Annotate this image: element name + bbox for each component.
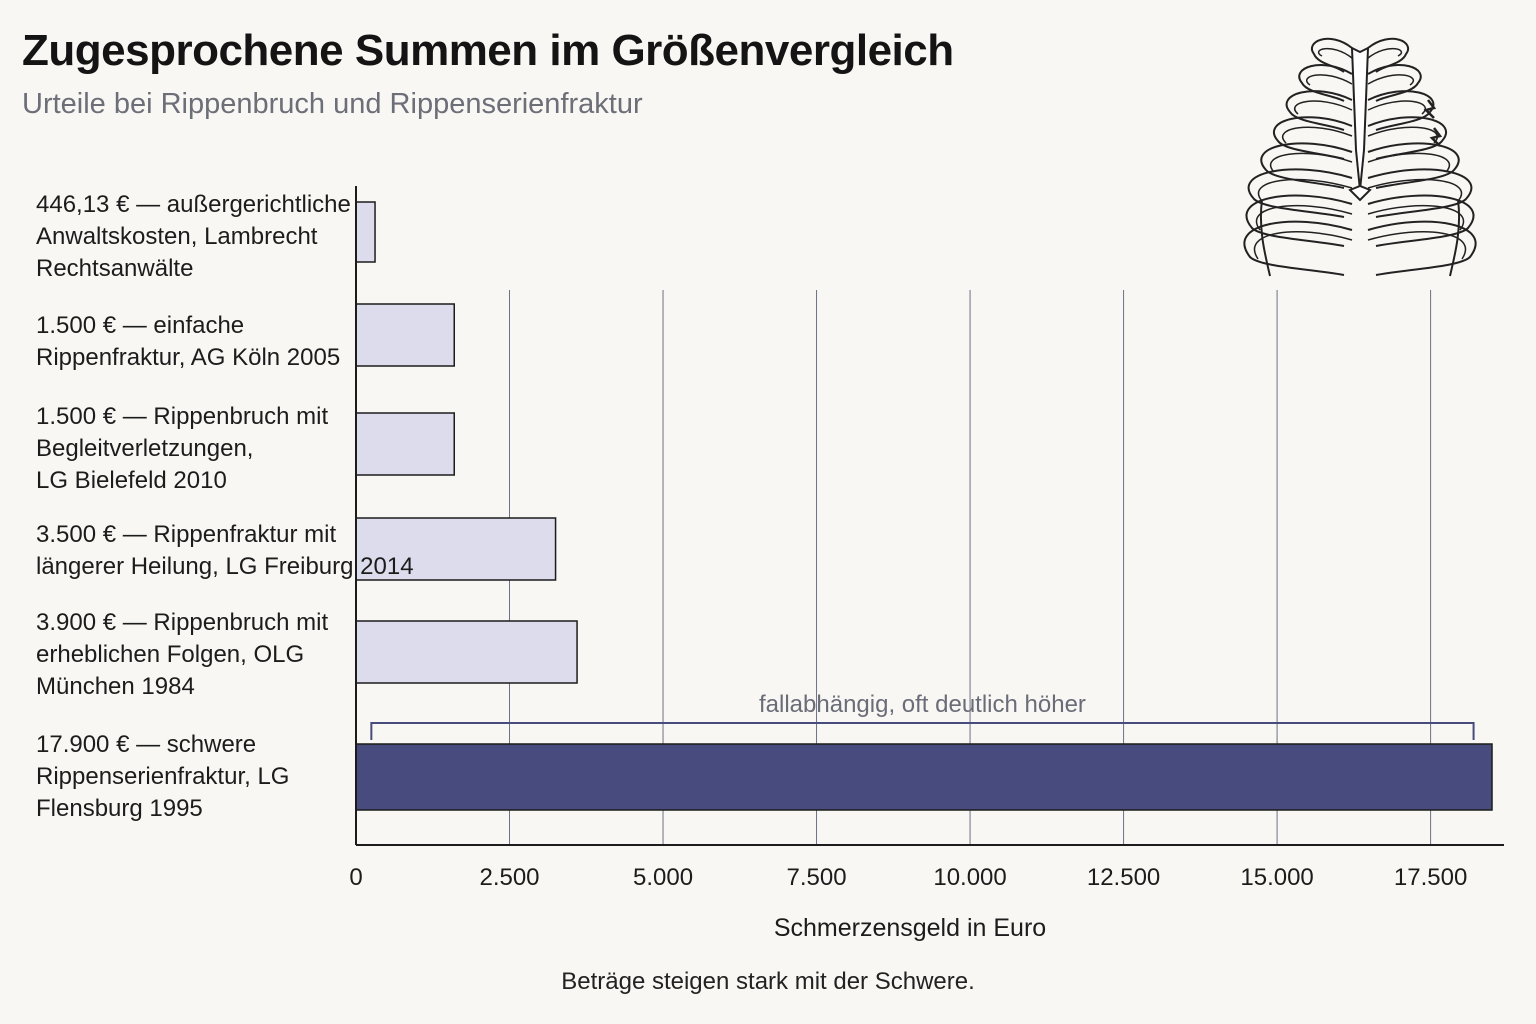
bar-label-line: längerer Heilung, LG Freiburg 2014 [36, 553, 414, 580]
bar [355, 412, 455, 476]
x-tick-label: 7.500 [787, 864, 847, 891]
bar-label: 1.500 € — einfache Rippenfraktur, AG Köln… [36, 312, 340, 371]
chart-subtitle: Urteile bei Rippenbruch und Rippenserien… [22, 88, 643, 120]
bar-label-line: 17.900 € — schwere [36, 731, 256, 758]
bar-label-line: 1.500 € — einfache [36, 312, 244, 339]
x-tick-label: 2.500 [479, 864, 539, 891]
bar [355, 303, 455, 367]
x-tick-label: 17.500 [1394, 864, 1467, 891]
bar-label: 446,13 € — außergerichtliche Anwaltskoste… [36, 191, 351, 282]
annotation-bracket: fallabhängig, oft deutlich höher [370, 691, 1475, 740]
x-tick-label: 15.000 [1240, 864, 1313, 891]
bar-label-line: Flensburg 1995 [36, 795, 203, 822]
bar-label-line: Begleitverletzungen, [36, 435, 253, 462]
bar-label-line: erheblichen Folgen, OLG [36, 641, 304, 668]
bar-label-line: LG Bielefeld 2010 [36, 467, 227, 494]
bar-label-line: Rechtsanwälte [36, 255, 193, 282]
axes [355, 186, 1504, 846]
ribcage-icon [1243, 37, 1477, 277]
x-tick-label: 5.000 [633, 864, 693, 891]
bar-label: 1.500 € — Rippenbruch mit Begleitverletzu… [36, 403, 328, 494]
chart-title: Zugesprochene Summen im Größenvergleich [22, 26, 954, 75]
bar-label: 17.900 € — schwere Rippenserienfraktur, L… [36, 731, 289, 822]
x-tick-label: 0 [349, 864, 362, 891]
bar-label-line: München 1984 [36, 673, 195, 700]
x-tick-label: 10.000 [933, 864, 1006, 891]
x-tick-label: 12.500 [1087, 864, 1160, 891]
bar-label-line: 446,13 € — außergerichtliche [36, 191, 351, 218]
x-axis-title: Schmerzensgeld in Euro [774, 914, 1046, 942]
bar-label-line: Rippenserienfraktur, LG [36, 763, 289, 790]
annotation-bracket-line [370, 722, 1475, 740]
bars [355, 201, 1493, 811]
bar-label-line: Rippenfraktur, AG Köln 2005 [36, 344, 340, 371]
bar [355, 517, 557, 581]
bar-label-line: Anwaltskosten, Lambrecht [36, 223, 318, 250]
bar-label: 3.900 € — Rippenbruch mit erheblichen Fol… [36, 609, 328, 700]
bar-label-line: 3.500 € — Rippenfraktur mit [36, 521, 336, 548]
bar-label-line: 1.500 € — Rippenbruch mit [36, 403, 328, 430]
bar-labels: 446,13 € — außergerichtliche Anwaltskoste… [36, 191, 414, 822]
bar [355, 743, 1493, 811]
annotation-label: fallabhängig, oft deutlich höher [759, 691, 1086, 718]
bar-label: 3.500 € — Rippenfraktur mit längerer Heil… [36, 521, 414, 580]
bar-label-line: 3.900 € — Rippenbruch mit [36, 609, 328, 636]
tick-labels: 0 2.500 5.000 7.500 10.000 12.500 15.000 17.500 [349, 864, 1467, 891]
chart-caption: Beträge steigen stark mit der Schwere. [561, 968, 975, 995]
bar [355, 201, 376, 263]
bar [355, 620, 578, 684]
